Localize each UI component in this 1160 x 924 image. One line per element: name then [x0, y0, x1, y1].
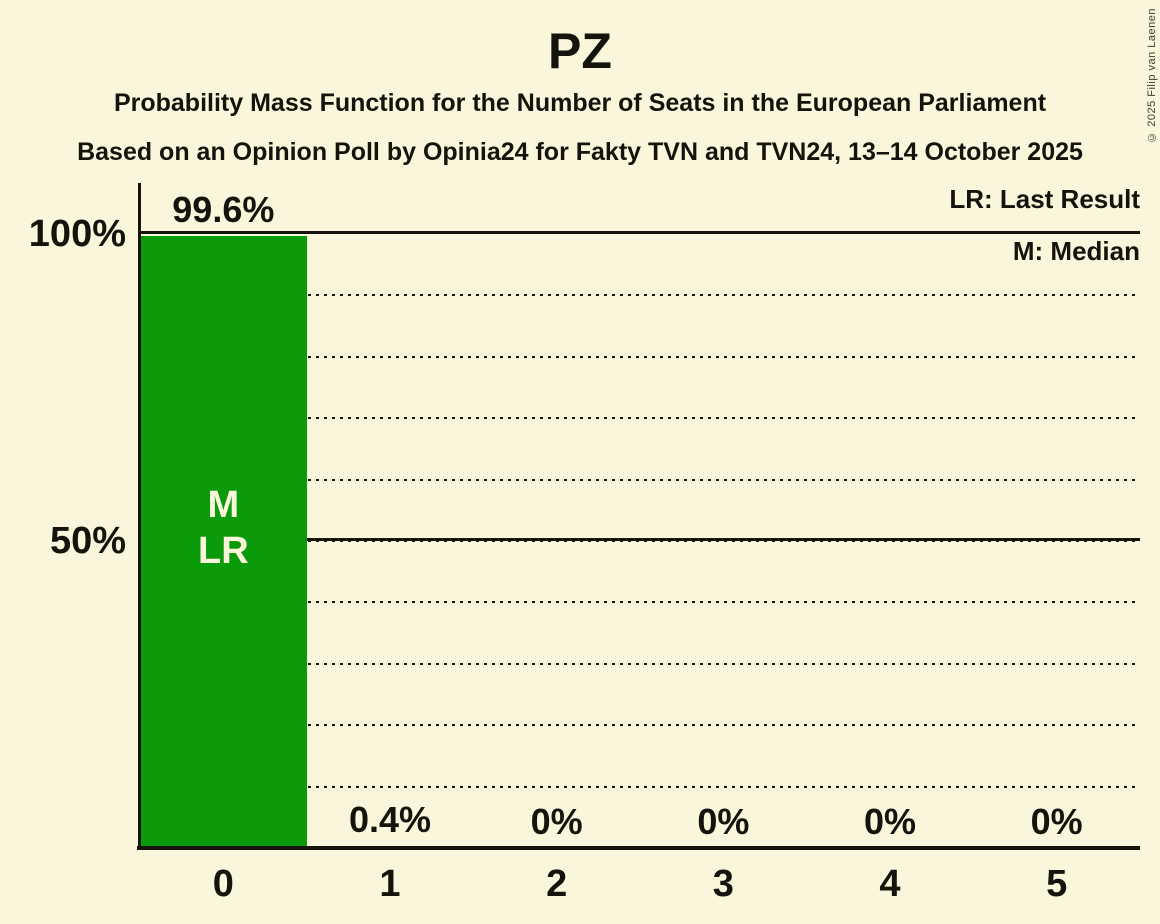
bar-value-label-4: 0%: [863, 801, 916, 842]
x-axis-label-3: 3: [712, 863, 734, 905]
legend-last-result: LR: Last Result: [949, 184, 1140, 214]
y-axis-label-100pct: 100%: [28, 213, 126, 255]
gridline-solid-50pct: [140, 538, 1140, 541]
gridline-dotted-60pct: [140, 478, 1140, 481]
x-axis-label-5: 5: [1046, 863, 1068, 905]
gridline-dotted-30pct: [140, 662, 1140, 665]
annotation-line-lr: LR: [198, 530, 249, 572]
gridline-dotted-80pct: [140, 355, 1140, 358]
y-axis-label-50pct: 50%: [49, 520, 126, 562]
x-axis-label-0: 0: [212, 863, 234, 905]
x-axis-label-4: 4: [879, 863, 901, 905]
gridline-dotted-50pct: [140, 540, 1140, 542]
bar-value-label-0: 99.6%: [172, 189, 275, 231]
legend-median: M: Median: [1012, 236, 1140, 266]
gridline-solid-100pct: [140, 231, 1140, 234]
bar-value-label-5: 0%: [1030, 801, 1083, 842]
copyright-notice: © 2025 Filip van Laenen: [1146, 8, 1158, 143]
x-axis-label-1: 1: [379, 863, 401, 905]
gridline-dotted-90pct: [140, 294, 1140, 297]
gridline-dotted-20pct: [140, 724, 1140, 727]
x-axis-label-2: 2: [546, 863, 568, 905]
bar-value-label-1: 0.4%: [348, 798, 432, 840]
bar-value-label-2: 0%: [530, 801, 583, 842]
x-axis-line: [137, 846, 1140, 850]
gridline-dotted-40pct: [140, 601, 1140, 604]
chart-subtitle: Probability Mass Function for the Number…: [113, 89, 1047, 117]
gridline-dotted-70pct: [140, 417, 1140, 420]
gridline-dotted-10pct: [140, 785, 1140, 788]
bar-value-label-3: 0%: [697, 801, 750, 842]
median-last-result-annotation: M LR: [140, 482, 307, 574]
poll-info: Based on an Opinion Poll by Opinia24 for…: [77, 138, 1083, 166]
bar-seats-0: [140, 236, 307, 848]
y-axis-line: [138, 183, 141, 850]
annotation-line-m: M: [207, 484, 240, 526]
page-title: PZ: [548, 23, 612, 79]
